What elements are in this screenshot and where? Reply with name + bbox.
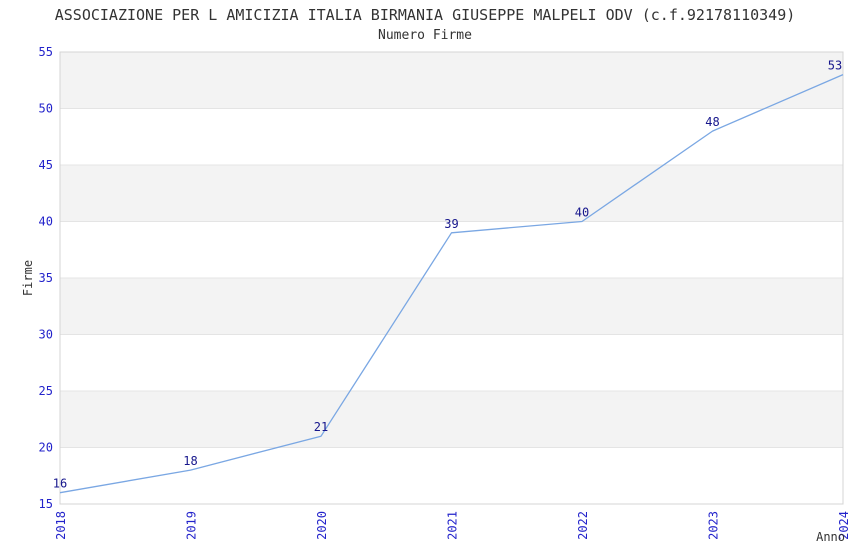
y-tick-label: 35 bbox=[39, 271, 53, 285]
x-tick-label: 2024 bbox=[837, 511, 850, 540]
x-tick-label: 2023 bbox=[707, 511, 721, 540]
y-tick-label: 45 bbox=[39, 158, 53, 172]
y-tick-label: 20 bbox=[39, 441, 53, 455]
grid-band bbox=[60, 278, 843, 335]
data-point-label: 48 bbox=[705, 115, 719, 129]
data-point-label: 40 bbox=[575, 206, 589, 220]
chart-subtitle: Numero Firme bbox=[378, 28, 472, 43]
data-line bbox=[59, 74, 844, 494]
y-tick-label: 50 bbox=[39, 102, 53, 116]
y-tick-label: 25 bbox=[39, 384, 53, 398]
x-axis-title: Anno bbox=[816, 530, 845, 544]
x-tick-label: 2020 bbox=[315, 511, 329, 540]
y-axis-title: Firme bbox=[21, 260, 35, 296]
y-tick-label: 55 bbox=[39, 45, 53, 59]
y-tick-label: 15 bbox=[39, 497, 53, 511]
x-tick-label: 2018 bbox=[54, 511, 68, 540]
grid-band bbox=[60, 52, 843, 109]
data-point-label: 53 bbox=[828, 59, 842, 73]
x-tick-label: 2019 bbox=[185, 511, 199, 540]
y-tick-label: 30 bbox=[39, 328, 53, 342]
data-point-label: 18 bbox=[183, 454, 197, 468]
chart-title: ASSOCIAZIONE PER L AMICIZIA ITALIA BIRMA… bbox=[54, 6, 796, 24]
data-point-label: 21 bbox=[314, 420, 328, 434]
y-tick-label: 40 bbox=[39, 215, 53, 229]
data-point-label: 16 bbox=[53, 477, 67, 491]
x-tick-label: 2021 bbox=[446, 511, 460, 540]
x-tick-label: 2022 bbox=[576, 511, 590, 540]
plot-border bbox=[59, 51, 844, 505]
grid-band bbox=[60, 165, 843, 222]
data-point-label: 39 bbox=[444, 217, 458, 231]
grid-band bbox=[60, 391, 843, 448]
